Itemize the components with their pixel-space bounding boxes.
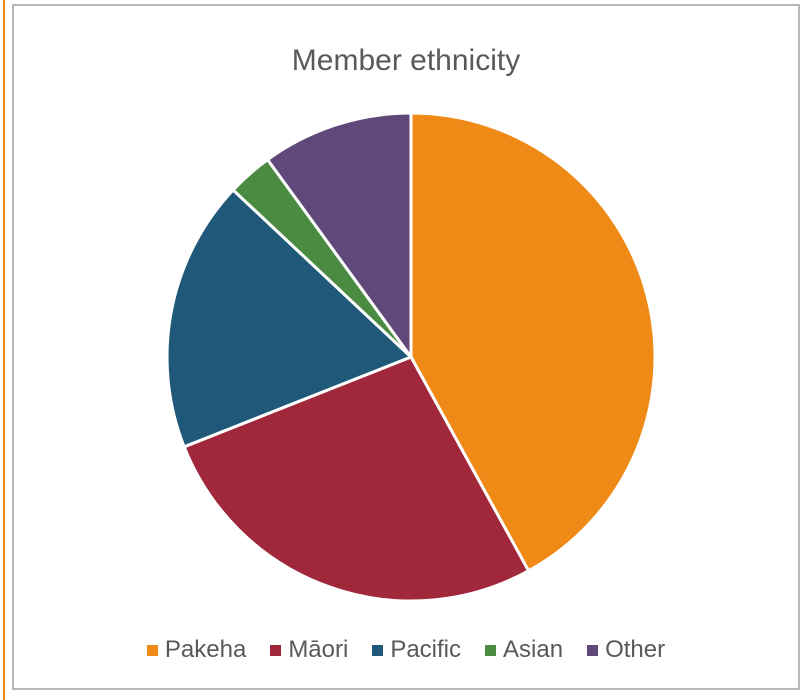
legend-item: Asian xyxy=(485,636,563,664)
pie-slice-māori xyxy=(182,355,531,603)
legend-label: Pakeha xyxy=(164,636,247,663)
legend-label: Other xyxy=(605,636,666,663)
legend-label: Māori xyxy=(288,636,349,663)
legend-label: Pacific xyxy=(390,636,462,663)
pie-slice-pakeha xyxy=(409,111,657,573)
chart-title: Member ethnicity xyxy=(291,44,521,77)
legend-swatch xyxy=(587,644,599,656)
legend-label: Asian xyxy=(503,636,564,663)
legend-item: Pacific xyxy=(372,636,461,664)
legend-swatch xyxy=(372,644,384,656)
chart-frame: Member ethnicity Pakeha Māori Pacific Asian… xyxy=(12,4,800,690)
legend-swatch xyxy=(146,644,158,656)
legend-item: Other xyxy=(587,636,665,664)
legend-item: Māori xyxy=(270,636,348,664)
legend-item: Pakeha xyxy=(146,636,247,664)
legend: Pakeha Māori Pacific Asian Other xyxy=(14,636,798,664)
left-accent-border xyxy=(0,0,5,700)
legend-swatch xyxy=(270,644,282,656)
pie-slice-pacific xyxy=(165,187,414,449)
pie-chart xyxy=(165,111,657,603)
legend-swatch xyxy=(485,644,497,656)
pie-slice-other xyxy=(265,111,413,362)
